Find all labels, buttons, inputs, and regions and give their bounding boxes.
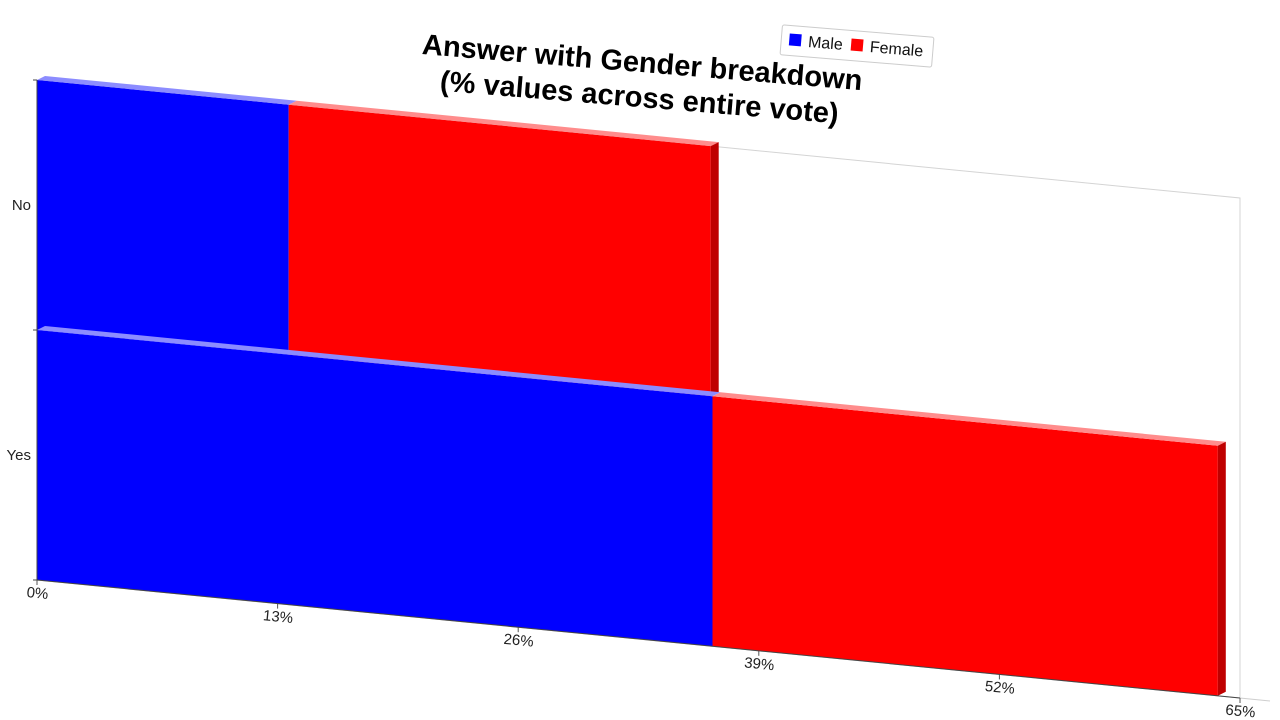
bar-top-male-no (37, 76, 297, 105)
bar-female-no (288, 104, 711, 397)
bars (37, 76, 1226, 696)
x-tick-label: 39% (743, 654, 775, 674)
legend-label-male: Male (807, 34, 843, 54)
x-tick-label: 0% (26, 584, 49, 603)
bar-side-no (710, 142, 719, 397)
y-tick-label: Yes (7, 447, 31, 464)
bar-top-female-yes (712, 392, 1226, 446)
legend-swatch-male (788, 33, 802, 47)
bar-female-yes (712, 396, 1218, 696)
legend-swatch-female (850, 38, 864, 52)
x-axis-line (36, 579, 1241, 699)
bar-side-yes (1217, 441, 1226, 696)
bar-top-male-yes (37, 326, 721, 397)
x-tick-label: 65% (1225, 702, 1257, 720)
axes: No Yes 0% 13% 26% 39% 52% 65% (7, 79, 1257, 720)
x-tick-label: 26% (503, 631, 535, 651)
x-tick-label: 52% (984, 678, 1016, 698)
legend: Male Female (779, 24, 935, 68)
bar-male-no (37, 80, 289, 355)
bar-top-female-no (288, 100, 719, 147)
y-tick-label: No (12, 197, 31, 214)
legend-label-female: Female (869, 39, 924, 60)
bar-male-yes (37, 330, 713, 647)
x-tick-label: 13% (262, 607, 294, 627)
